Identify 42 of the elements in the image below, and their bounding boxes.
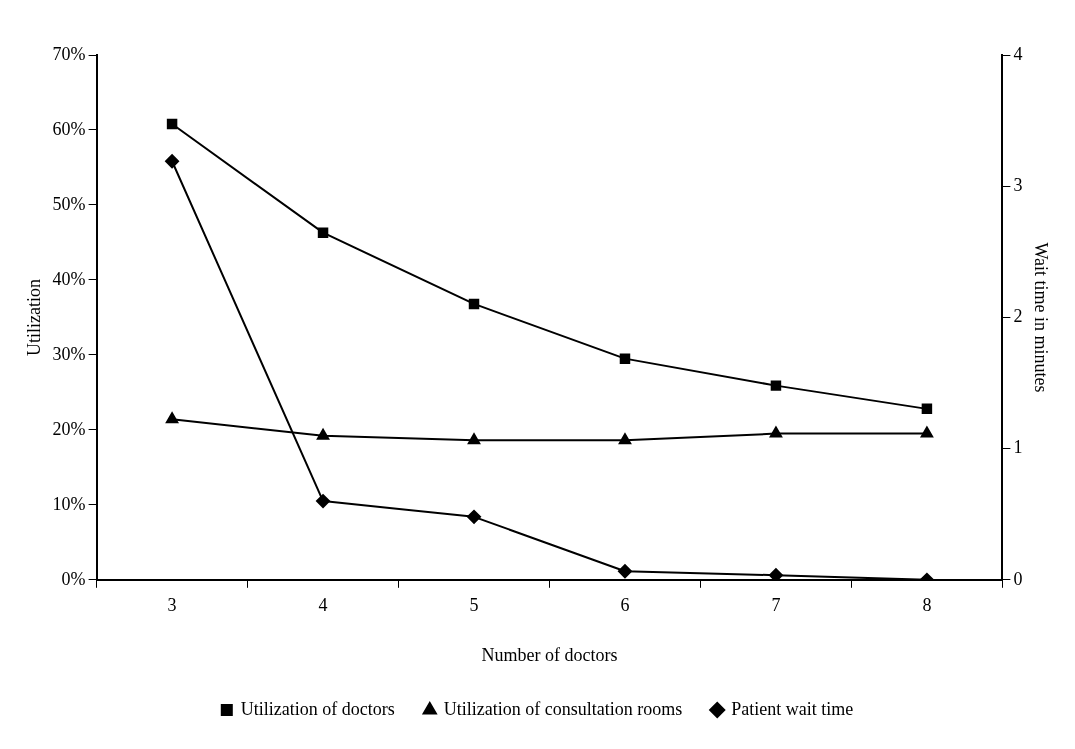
y-tick-label: 70%: [52, 43, 86, 64]
x-axis-title: Number of doctors: [481, 644, 618, 665]
y-tick-label: 20%: [52, 418, 86, 439]
point: [617, 564, 632, 579]
point: [920, 426, 934, 438]
point: [619, 353, 631, 364]
point: [316, 494, 331, 509]
point: [166, 118, 178, 130]
y-tick-label: 0%: [61, 568, 86, 589]
y-tick-label: 10%: [52, 493, 86, 514]
y2-tick-label: 0: [1013, 568, 1023, 589]
point: [468, 298, 480, 310]
y2-tick-label: 4: [1013, 43, 1023, 64]
point: [165, 154, 180, 169]
x-tick-label: 6: [620, 595, 630, 616]
x-tick-label: 7: [771, 595, 781, 616]
x-tick-label: 8: [922, 595, 932, 616]
y-tick-label: 30%: [52, 343, 86, 364]
y-tick-label: 40%: [52, 268, 86, 289]
y-tick-label: 50%: [52, 193, 86, 214]
point: [165, 412, 179, 424]
y-tick-label: 60%: [52, 118, 86, 139]
x-tick-label: 3: [167, 595, 177, 616]
legend-label: Utilization of doctors: [240, 698, 395, 719]
point: [467, 433, 481, 445]
legend-label: Patient wait time: [731, 698, 854, 719]
point: [921, 403, 933, 415]
y2-tick-label: 1: [1013, 437, 1023, 458]
point: [618, 433, 632, 445]
x-tick-label: 5: [469, 595, 479, 616]
x-tick-label: 4: [318, 595, 328, 616]
y-axis-title: Utilization: [23, 278, 44, 356]
point: [317, 227, 329, 238]
point: [769, 426, 783, 438]
legend-label: Utilization of consultation rooms: [443, 698, 683, 719]
point: [770, 380, 782, 391]
point: [316, 428, 330, 440]
y2-axis-title: Wait time in minutes: [1031, 242, 1052, 393]
y2-tick-label: 3: [1013, 174, 1023, 195]
y2-tick-label: 2: [1013, 306, 1023, 327]
point: [467, 509, 482, 524]
point: [768, 568, 783, 580]
